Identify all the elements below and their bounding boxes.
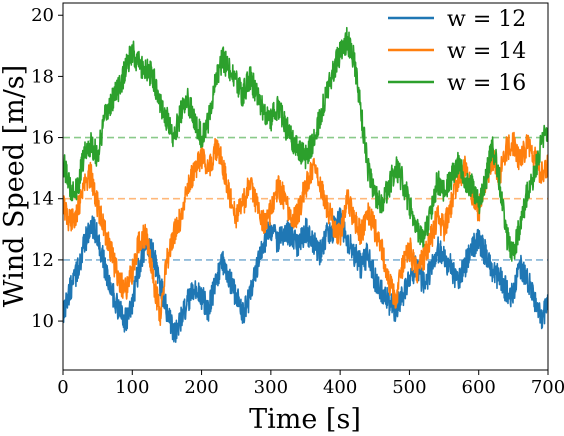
x-axis-title: Time [s] [249, 404, 361, 435]
series-line [63, 131, 548, 326]
y-tick-label: 18 [31, 66, 54, 87]
x-tick-label: 600 [462, 377, 496, 398]
x-tick-label: 0 [57, 377, 68, 398]
y-tick-label: 14 [31, 189, 54, 210]
y-tick-label: 12 [31, 250, 54, 271]
y-tick-label: 20 [31, 5, 54, 26]
x-axis: 0 100 200 300 400 500 600 700 [57, 370, 564, 398]
x-tick-label: 400 [323, 377, 357, 398]
plot-frame [62, 2, 549, 371]
legend-label: w = 12 [447, 7, 526, 32]
y-tick-label: 10 [31, 311, 54, 332]
x-tick-label: 300 [254, 377, 288, 398]
legend-label: w = 16 [447, 71, 526, 96]
series-line [63, 26, 548, 262]
legend-label: w = 14 [447, 39, 526, 64]
x-tick-label: 200 [184, 377, 218, 398]
x-tick-label: 100 [115, 377, 149, 398]
y-axis-title: Wind Speed [m/s] [0, 65, 30, 307]
x-tick-label: 500 [392, 377, 426, 398]
y-axis: 10 12 14 16 18 20 [31, 5, 63, 332]
legend: w = 12 w = 14 w = 16 [388, 7, 526, 96]
y-tick-label: 16 [31, 128, 54, 149]
series-line [63, 207, 548, 343]
series-layer [63, 26, 548, 343]
x-tick-label: 700 [531, 377, 564, 398]
